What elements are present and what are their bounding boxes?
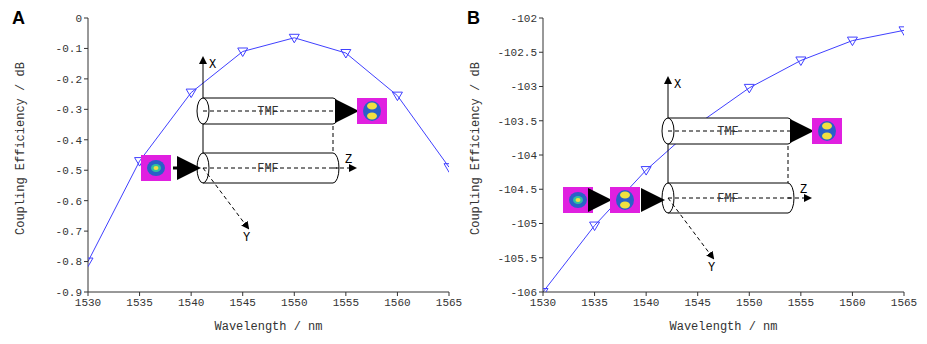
svg-text:-0.1: -0.1	[56, 43, 83, 55]
svg-text:1540: 1540	[178, 297, 204, 309]
svg-text:Coupling Efficiency / dB: Coupling Efficiency / dB	[469, 62, 483, 235]
svg-text:X: X	[674, 78, 681, 92]
svg-text:1550: 1550	[736, 297, 762, 309]
svg-text:-0.2: -0.2	[56, 74, 82, 86]
svg-text:FMF: FMF	[717, 192, 739, 206]
svg-text:TMF: TMF	[257, 105, 279, 119]
svg-text:-0.9: -0.9	[56, 287, 82, 299]
svg-text:-0.3: -0.3	[56, 104, 82, 116]
svg-text:Wavelength / nm: Wavelength / nm	[669, 320, 777, 334]
svg-text:TMF: TMF	[717, 125, 739, 139]
svg-text:Y: Y	[708, 261, 715, 275]
svg-text:1550: 1550	[281, 297, 307, 309]
svg-text:0: 0	[75, 13, 82, 25]
html-text:A: A	[12, 8, 25, 28]
svg-text:Coupling Efficiency / dB: Coupling Efficiency / dB	[14, 62, 28, 235]
svg-text:Wavelength / nm: Wavelength / nm	[214, 320, 322, 334]
svg-text:-0.8: -0.8	[56, 256, 82, 268]
svg-text:-102: -102	[511, 13, 537, 25]
svg-text:FMF: FMF	[257, 162, 279, 176]
svg-text:1560: 1560	[839, 297, 865, 309]
svg-text:1530: 1530	[529, 296, 557, 309]
svg-text:1560: 1560	[384, 297, 410, 309]
svg-text:1540: 1540	[633, 297, 659, 309]
svg-text:Z: Z	[345, 153, 352, 167]
svg-text:-103.5: -103.5	[497, 116, 537, 128]
svg-text:1565: 1565	[436, 297, 462, 309]
svg-text:Z: Z	[800, 183, 807, 197]
svg-text:X: X	[209, 58, 216, 72]
svg-text:1535: 1535	[126, 297, 152, 309]
svg-text:-0.4: -0.4	[56, 135, 83, 147]
svg-text:1555: 1555	[333, 297, 359, 309]
svg-text:1545: 1545	[685, 297, 711, 309]
svg-text:1565: 1565	[891, 297, 917, 309]
svg-text:-0.6: -0.6	[56, 196, 82, 208]
svg-text:Y: Y	[243, 231, 250, 245]
svg-text:1545: 1545	[230, 297, 256, 309]
svg-text:-104.5: -104.5	[497, 184, 537, 196]
svg-text:-0.7: -0.7	[56, 226, 82, 238]
svg-text:-105: -105	[511, 218, 537, 230]
svg-text:1535: 1535	[581, 297, 607, 309]
svg-text:-104: -104	[511, 150, 538, 162]
svg-text:-103: -103	[511, 81, 537, 93]
svg-text:-106: -106	[511, 287, 537, 299]
svg-text:1530: 1530	[74, 296, 102, 309]
svg-text:1555: 1555	[788, 297, 814, 309]
html-text:B: B	[467, 8, 480, 28]
svg-text:-102.5: -102.5	[497, 47, 537, 59]
svg-text:-105.5: -105.5	[497, 253, 537, 265]
svg-text:-0.5: -0.5	[56, 165, 82, 177]
